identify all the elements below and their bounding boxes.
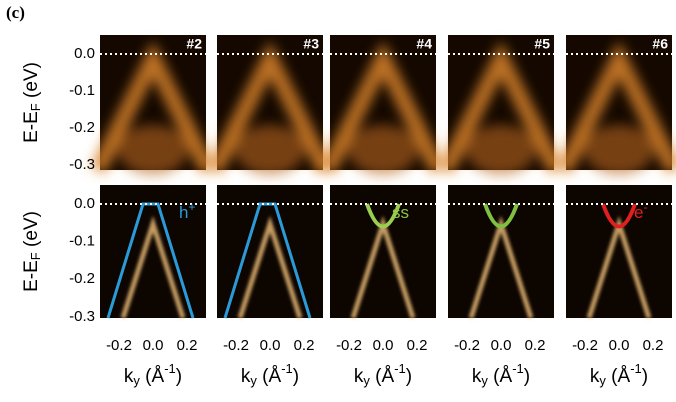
x-tick-label: -0.2 — [106, 337, 132, 354]
x-tick-label: 0.2 — [177, 337, 198, 354]
y-tick-label: -0.1 — [69, 233, 95, 250]
arpes-image — [330, 185, 436, 318]
y-axis-label: E-EF (eV) — [21, 62, 43, 143]
annotation: ss — [392, 203, 409, 222]
panel-number: #4 — [416, 36, 432, 52]
x-tick-label: 0.2 — [294, 337, 315, 354]
x-tick-label: 0.2 — [525, 337, 546, 354]
y-tick-label: 0.0 — [74, 45, 95, 62]
x-tick-label: -0.2 — [454, 337, 480, 354]
band-fit — [365, 203, 401, 229]
x-tick-label: 0.2 — [643, 337, 664, 354]
x-tick-label: 0.0 — [609, 337, 630, 354]
arpes-image — [100, 185, 206, 318]
x-tick-label: 0.0 — [373, 337, 394, 354]
x-axis-label: ky (Å-1) — [241, 361, 299, 388]
band-fit — [601, 203, 637, 229]
y-tick-label: -0.3 — [69, 156, 95, 173]
x-tick-label: 0.0 — [491, 337, 512, 354]
arpes-image — [566, 185, 672, 318]
arpes-image — [448, 185, 554, 318]
x-tick-label: 0.0 — [143, 337, 164, 354]
x-tick-label: -0.2 — [336, 337, 362, 354]
arpes-image — [217, 185, 323, 318]
panel-number: #2 — [186, 36, 202, 52]
x-axis-label: ky (Å-1) — [124, 361, 182, 388]
x-axis-label: ky (Å-1) — [590, 361, 648, 388]
x-axis-label: ky (Å-1) — [354, 361, 412, 388]
x-axis-label: ky (Å-1) — [472, 361, 530, 388]
annotation: e- — [634, 200, 647, 222]
y-axis-label: E-EF (eV) — [21, 211, 43, 292]
x-tick-label: -0.2 — [223, 337, 249, 354]
x-tick-label: -0.2 — [572, 337, 598, 354]
x-tick-label: 0.2 — [407, 337, 428, 354]
x-tick-label: 0.0 — [260, 337, 281, 354]
panel-number: #6 — [652, 36, 668, 52]
y-tick-label: -0.3 — [69, 308, 95, 325]
y-tick-label: 0.0 — [74, 195, 95, 212]
panel-label: (c) — [6, 3, 25, 22]
y-tick-label: -0.1 — [69, 82, 95, 99]
panel-number: #3 — [303, 36, 319, 52]
panel-number: #5 — [534, 36, 550, 52]
y-tick-label: -0.2 — [69, 270, 95, 287]
band-fit — [483, 203, 519, 229]
y-tick-label: -0.2 — [69, 119, 95, 136]
annotation: h+ — [179, 200, 195, 222]
